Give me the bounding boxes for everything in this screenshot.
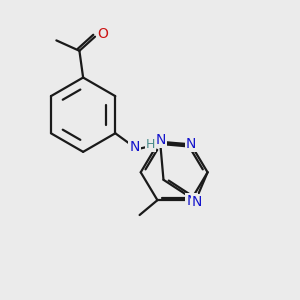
Text: H: H — [146, 138, 155, 151]
Text: N: N — [186, 137, 196, 151]
Text: N: N — [192, 195, 202, 209]
Text: O: O — [98, 27, 109, 41]
Text: N: N — [156, 133, 166, 147]
Text: N: N — [129, 140, 140, 154]
Text: N: N — [186, 194, 197, 208]
